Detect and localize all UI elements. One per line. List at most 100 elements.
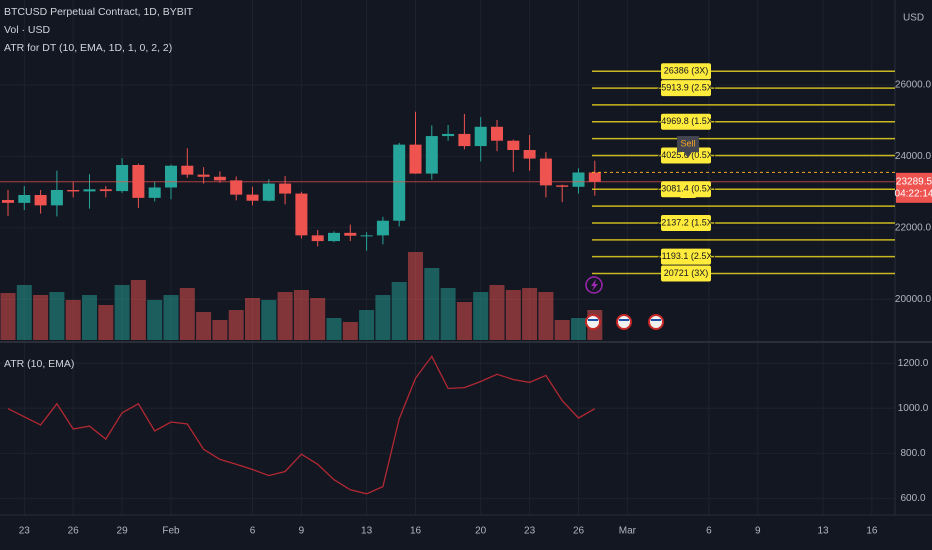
flag-stripe (619, 319, 629, 321)
volume-bar (245, 298, 260, 340)
x-tick-label: 16 (410, 526, 422, 537)
candle-body (83, 189, 96, 192)
y-tick-label: 600.0 (900, 493, 925, 504)
x-tick-label: 9 (755, 526, 761, 537)
level-label-box (661, 181, 711, 198)
volume-bar (489, 285, 505, 340)
y-tick-label: 800.0 (900, 448, 925, 459)
y-tick-label: 20000.0 (895, 294, 932, 305)
candle-body (311, 235, 324, 242)
candle-body (425, 136, 438, 174)
volume-bar (0, 293, 16, 340)
candle-body (344, 232, 357, 236)
flag-icon[interactable] (616, 314, 632, 330)
level-label-box (661, 113, 711, 130)
flag-icon[interactable] (585, 314, 601, 330)
candle-body (328, 232, 340, 242)
candle-body (213, 176, 226, 181)
last-price-label: 23289.5 (896, 176, 932, 187)
candle-body (360, 235, 373, 237)
candle-body (50, 190, 63, 206)
volume-bar (408, 252, 423, 340)
volume-bar (538, 292, 554, 340)
candle-body (295, 193, 308, 236)
volume-bar (16, 285, 32, 340)
volume-title: Vol · USD (4, 24, 51, 36)
volume-bar (179, 288, 195, 340)
flag-stripe (588, 319, 598, 321)
flag-stripe (651, 319, 661, 321)
volume-bar (522, 288, 538, 340)
overlay: 23 26 29 Feb 6 9 13 16 20 23 26 Mar 6 9 13 16 26000.0 240… (0, 63, 932, 537)
x-tick-label: 13 (361, 526, 373, 537)
candle-body (507, 140, 520, 150)
signal-pointer (677, 136, 699, 158)
level-label: 20721 (3X) (664, 268, 709, 278)
candle-body (474, 126, 487, 147)
volume-bar (293, 290, 309, 340)
flag-icon[interactable] (648, 314, 664, 330)
x-tick-label: 23 (524, 526, 536, 537)
x-tick-label: Mar (619, 526, 637, 537)
x-tick-label: 6 (706, 526, 712, 537)
candle-body (165, 165, 177, 188)
volume-bar (261, 300, 277, 340)
candle-body (458, 133, 471, 147)
x-tick-label: 20 (475, 526, 487, 537)
last-price-box (896, 172, 932, 203)
candle-body (148, 187, 161, 198)
event-bolt (591, 279, 598, 291)
level-label: 21193.1 (2.5X) (657, 251, 716, 261)
candle-body (246, 194, 259, 201)
y-tick-label: 1200.0 (898, 358, 929, 369)
x-tick-label: 16 (866, 526, 878, 537)
level-label: 26386 (3X) (664, 66, 709, 76)
candle-body (99, 189, 112, 192)
volume-bar (571, 318, 586, 340)
candle-body (491, 126, 503, 141)
x-tick-label: 26 (68, 526, 80, 537)
volume-bar (424, 268, 440, 340)
level-label: 25913.9 (2.5X) (656, 82, 716, 92)
signal-arrow (680, 190, 696, 198)
volume-bar (98, 305, 114, 340)
event-icons (585, 276, 664, 330)
flag-circle (585, 314, 601, 330)
volume-bar (212, 320, 228, 340)
volume-bar (147, 300, 163, 340)
volume-bar (554, 320, 570, 340)
volume-bar (65, 300, 81, 340)
volume-bar (375, 295, 391, 340)
flag-circle (616, 314, 632, 330)
x-tick-label: 23 (19, 526, 31, 537)
candle-body (539, 158, 552, 186)
level-label: 24969.8 (1.5X) (656, 116, 716, 126)
x-tick-label: 6 (250, 526, 256, 537)
candle-body (279, 183, 292, 194)
axis-unit: USD (903, 13, 924, 24)
volume-bar (505, 290, 521, 340)
x-tick-label: 29 (117, 526, 129, 537)
candle-body (18, 195, 31, 203)
candle-body (2, 200, 14, 203)
countdown-label: 04:22:14 (895, 188, 932, 199)
y-tick-label: 1000.0 (898, 403, 929, 414)
x-tick-label: 26 (573, 526, 585, 537)
volume-bar (342, 322, 358, 340)
level-label-box (661, 80, 711, 97)
level-label: 22137.2 (1.5X) (656, 217, 716, 227)
plot (0, 111, 603, 495)
volume-bar (163, 295, 179, 340)
volume-bar (228, 310, 244, 340)
atr-line (7, 355, 596, 495)
flag-circle (648, 314, 664, 330)
volume-bar (196, 312, 212, 340)
chart-title: BTCUSD Perpetual Contract, 1D, BYBIT (4, 6, 194, 18)
volume-bar (391, 282, 407, 340)
level-label-box (661, 248, 711, 265)
volume-bar (33, 295, 49, 340)
x-tick-label: Feb (162, 526, 180, 537)
candle-body (556, 185, 569, 187)
candle-body (523, 150, 536, 159)
